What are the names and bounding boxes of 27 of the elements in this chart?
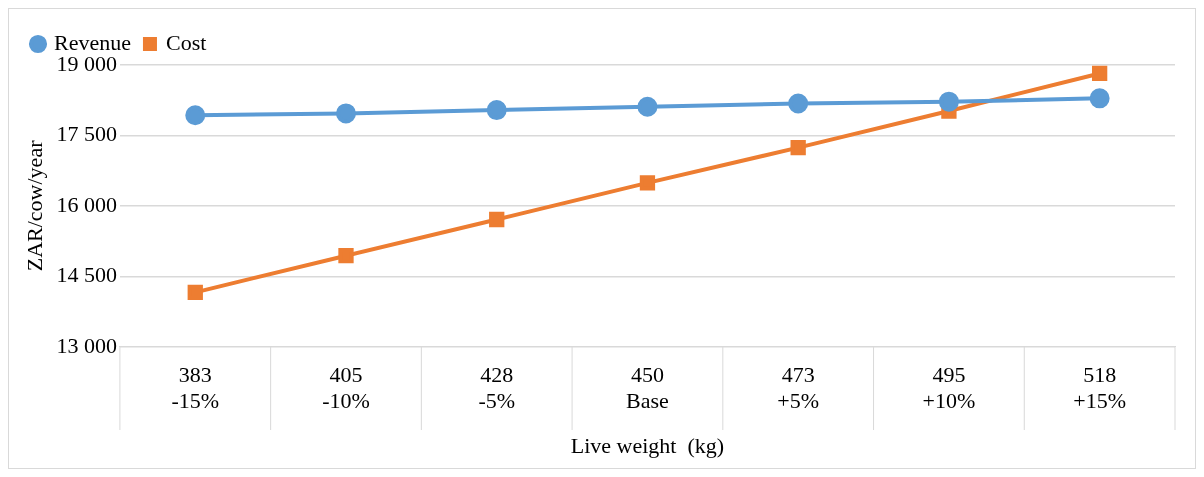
point [790, 140, 806, 156]
x-tick-label: 428 -5% [478, 361, 516, 414]
y-axis-title: ZAR/cow/year [21, 139, 47, 272]
point [788, 93, 809, 114]
x-tick-label: 450 Base [626, 361, 669, 414]
y-tick-label: 17 500 [56, 121, 117, 147]
y-tick-label: 16 000 [56, 191, 117, 217]
point [938, 91, 959, 112]
point [486, 100, 507, 121]
legend-label: Cost [165, 29, 207, 55]
point [637, 96, 658, 117]
x-axis-title: Live weight (kg) [570, 432, 725, 458]
x-tick-label: 405 -10% [322, 361, 370, 414]
point [489, 211, 505, 228]
point [639, 175, 656, 191]
y-tick-label: 13 000 [56, 332, 117, 358]
point [185, 105, 206, 126]
point [1091, 65, 1108, 82]
x-tick-label: 518 +15% [1073, 361, 1126, 414]
y-tick-label: 14 500 [56, 262, 117, 288]
point [335, 103, 356, 124]
point [187, 284, 203, 300]
x-tick-label: 495 +10% [922, 361, 976, 414]
x-tick-label: 383 -15% [171, 361, 220, 414]
x-tick-label: 473 +5% [777, 361, 820, 414]
point [1089, 88, 1110, 109]
point [338, 248, 354, 264]
